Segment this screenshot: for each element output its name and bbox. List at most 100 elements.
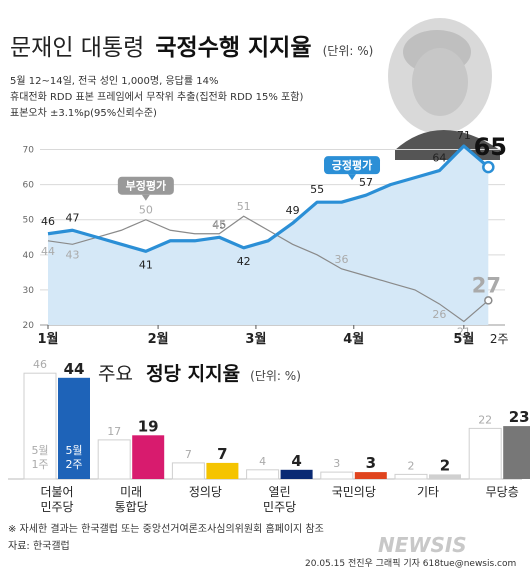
title-unit: (단위: %) [323,44,374,58]
positive-data-label: 64 [432,152,446,165]
negative-data-label: 21 [457,325,471,338]
bar-previous [320,471,354,480]
y-tick-label: 50 [23,216,35,226]
bar-current-value: 7 [217,445,227,463]
newsis-logo: NEWSIS [378,533,467,557]
title: 문재인 대통령 국정수행 지지율 (단위: %) [10,35,373,61]
survey-note-2: 휴대전화 RDD 표본 프레임에서 무작위 추출(집전화 RDD 15% 포함) [10,90,303,103]
positive-data-label: 47 [65,211,79,224]
bar-previous [23,372,57,480]
y-tick-label: 70 [23,146,35,156]
bar-previous-value: 22 [478,413,492,426]
bar-current-value: 2 [440,456,450,474]
positive-data-label: 45 [212,218,226,231]
bar-current-value: 23 [509,408,530,426]
bar-previous [468,427,502,480]
category-label: 통합당 [115,500,148,514]
bar-current [280,469,313,479]
x-tick-label: 2월 [148,331,169,347]
negative-data-label: 46 [212,218,226,231]
bar-current [132,435,165,479]
x-tick-label: 3월 [245,331,266,347]
bar-previous [394,473,428,480]
bar-previous-value: 17 [107,425,121,438]
bar-previous-value: 3 [333,457,340,470]
series-inline-label: 5월 [31,444,48,457]
negative-end-marker [484,296,493,305]
negative-data-label: 27 [472,273,501,297]
positive-data-label: 42 [237,255,251,268]
bar-title-unit: (단위: %) [250,369,301,383]
category-label: 무당층 [486,485,519,499]
positive-data-label: 65 [474,133,507,161]
bar-previous [97,439,131,480]
category-label: 정의당 [189,485,222,499]
negative-data-label: 50 [139,204,153,217]
category-label: 열린 [269,485,291,499]
bar-current-value: 44 [64,360,85,378]
bar-title-light: 주요 [98,363,133,385]
bar-title-bold: 정당 지지율 [146,363,240,385]
bar-current-value: 3 [366,454,376,472]
series-inline-label: 5월 [65,444,82,457]
source: 자료: 한국갤럽 [8,540,70,552]
title-bold: 국정수행 지지율 [155,35,311,61]
positive-end-marker [482,160,495,174]
credit: 20.05.15 전진우 그래픽 기자 618tue@newsis.com [305,558,516,569]
category-label: 미래 [120,485,142,499]
y-tick-label: 20 [23,321,35,331]
x-tick-label: 4월 [343,331,364,347]
bar-previous-value: 2 [408,459,415,472]
y-tick-label: 30 [23,286,35,296]
footer-note: ※ 자세한 결과는 한국갤럽 또는 중앙선거여론조사심의위원회 홈페이지 참조 [8,522,324,535]
positive-data-label: 55 [310,183,324,196]
negative-data-label: 43 [65,248,79,261]
bar-previous [171,462,205,480]
series-inline-label: 1주 [31,458,48,471]
positive-data-label: 57 [359,176,373,189]
bar-current [58,377,90,479]
bar-chart-title: 주요 정당 지지율 (단위: %) [98,363,301,385]
negative-data-label: 36 [335,253,349,266]
positive-data-label: 46 [41,215,55,228]
category-label: 민주당 [263,500,296,514]
positive-data-label: 71 [457,129,471,142]
negative-data-label: 51 [237,200,251,213]
category-label: 더불어 [40,485,73,499]
series-inline-label: 2주 [65,458,82,471]
positive-callout-label: 긍정평가 [332,158,372,172]
bar-previous [246,469,280,480]
callout-pointer [348,174,357,181]
positive-area [48,146,489,325]
portrait-photo [388,18,500,160]
x-tick-label: 2주 [490,332,509,346]
title-light: 문재인 대통령 [10,35,144,61]
bar-current [503,426,530,479]
negative-data-label: 44 [41,245,55,258]
negative-callout-label: 부정평가 [126,179,166,193]
bar-previous-value: 46 [33,358,47,371]
positive-data-label: 41 [139,258,153,271]
bar-current [206,462,239,479]
category-label: 국민의당 [332,485,376,499]
callout-box [117,176,174,195]
bar-previous-value: 4 [259,455,266,468]
x-tick-label: 1월 [37,331,58,347]
negative-data-label: 26 [432,308,446,321]
y-tick-label: 40 [23,251,35,261]
bar-previous-value: 7 [185,448,192,461]
bar-current-value: 19 [138,417,159,435]
callout-box [324,156,381,175]
category-label: 민주당 [40,500,73,514]
negative-series-line [47,215,489,323]
bar-current [354,472,387,479]
survey-note-3: 표본오차 ±3.1%p(95%신뢰수준) [10,107,157,119]
survey-note-1: 5월 12~14일, 전국 성인 1,000명, 응답률 14% [10,75,218,87]
positive-series-line [47,144,490,253]
approval-line-chart: 20 30 40 50 60 70 46 47 41 45 42 49 55 57 64 71 65 44 43 50… [23,129,509,347]
category-label: 기타 [417,485,439,499]
bar-current [429,474,461,479]
